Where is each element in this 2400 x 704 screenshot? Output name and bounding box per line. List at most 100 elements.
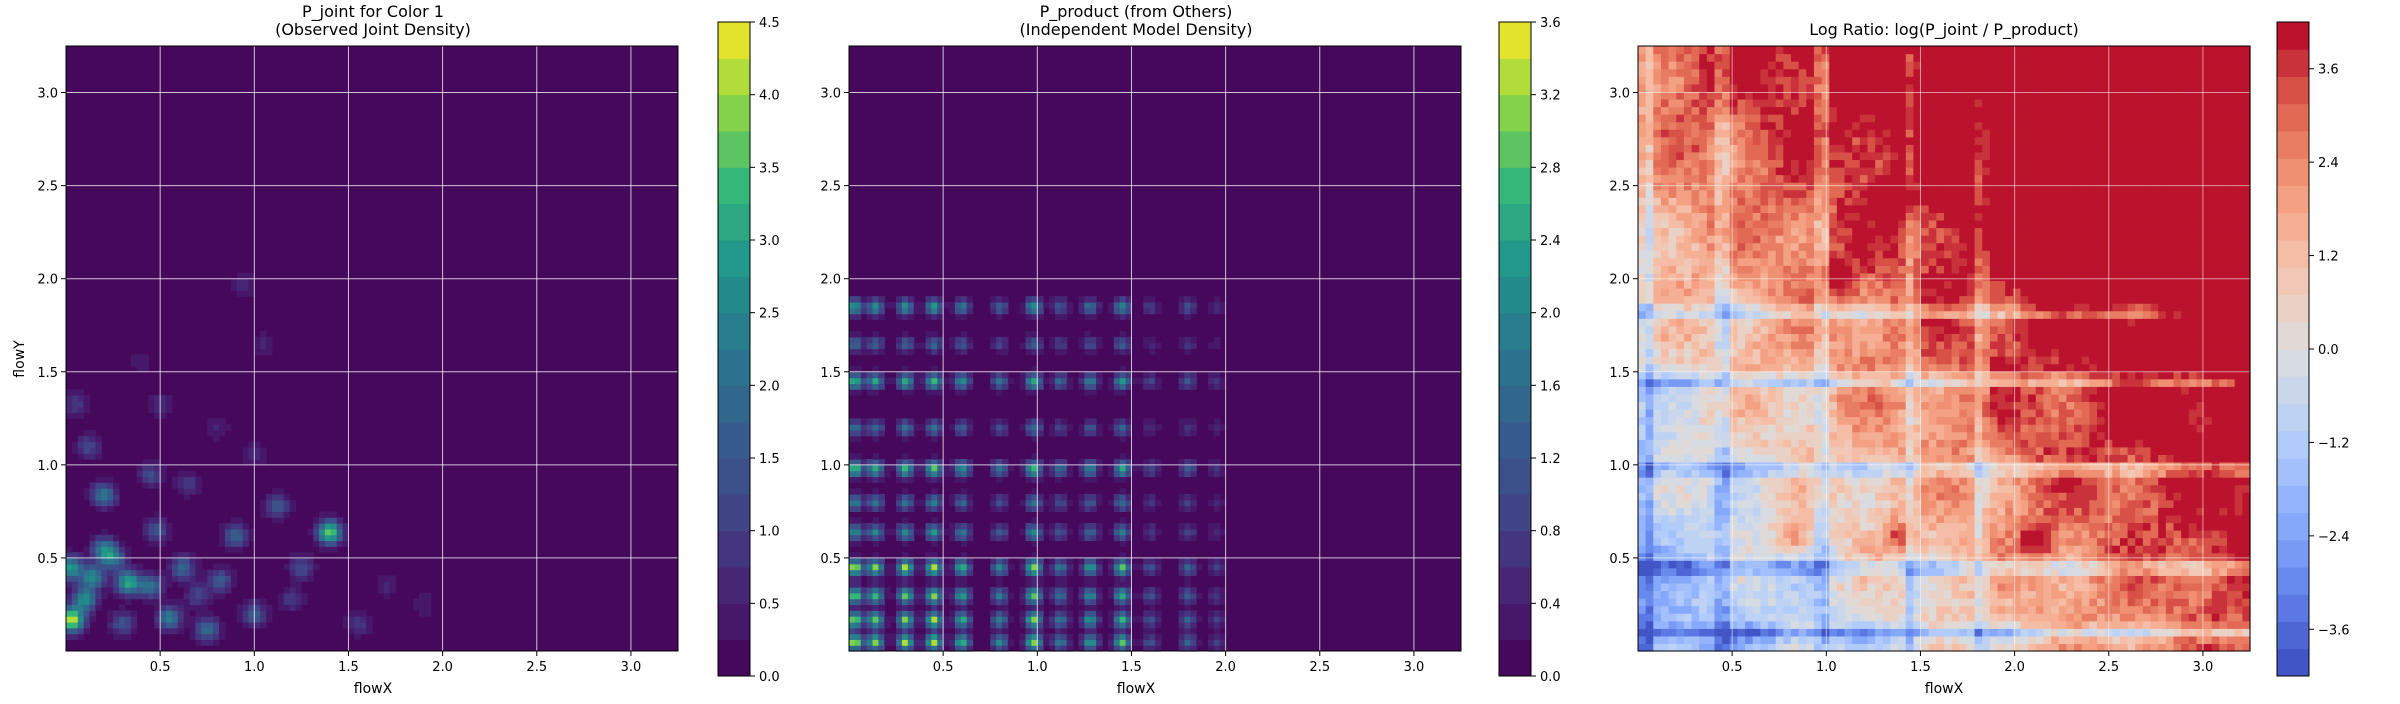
heatmap-cell (1845, 288, 1853, 296)
heatmap-cell (184, 476, 190, 482)
heatmap-cell (1806, 538, 1814, 546)
heatmap-cell (861, 500, 867, 506)
heatmap-cell (1737, 212, 1745, 220)
heatmap-cell (1845, 424, 1853, 432)
heatmap-cell (955, 383, 961, 389)
heatmap-cell (184, 622, 190, 628)
heatmap-cell (1837, 197, 1845, 205)
heatmap-cell (307, 558, 313, 564)
heatmap-cell (1822, 61, 1830, 69)
heatmap-cell (902, 296, 908, 302)
colorbar-segment (718, 204, 750, 241)
heatmap-cell (137, 570, 143, 576)
x-tick-label: 2.5 (1309, 660, 1330, 675)
heatmap-cell (1638, 386, 1646, 394)
heatmap-cell (107, 535, 113, 541)
heatmap-cell (1837, 621, 1845, 629)
heatmap-cell (113, 587, 119, 593)
heatmap-cell (1845, 280, 1853, 288)
heatmap-cell (1179, 558, 1185, 564)
heatmap-cell (1799, 515, 1807, 523)
heatmap-cell (1776, 447, 1784, 455)
heatmap-cell (1114, 296, 1120, 302)
heatmap-cell (867, 628, 873, 634)
heatmap-cell (943, 587, 949, 593)
heatmap-cell (1661, 76, 1669, 84)
heatmap-cell (1653, 591, 1661, 599)
heatmap-cell (1707, 107, 1715, 115)
heatmap-cell (1822, 515, 1830, 523)
heatmap-cell (1061, 575, 1067, 581)
heatmap-cell (348, 628, 354, 634)
heatmap-cell (1776, 107, 1784, 115)
heatmap-cell (1026, 494, 1032, 500)
heatmap-cell (190, 581, 196, 587)
heatmap-cell (908, 639, 914, 645)
heatmap-cell (90, 494, 96, 500)
heatmap-cell (1806, 591, 1814, 599)
heatmap-cell (101, 558, 107, 564)
heatmap-cell (1822, 250, 1830, 258)
heatmap-cell (243, 529, 249, 535)
heatmap-cell (990, 494, 996, 500)
heatmap-cell (873, 610, 879, 616)
heatmap-cell (1799, 190, 1807, 198)
heatmap-cell (1768, 54, 1776, 62)
heatmap-cell (1184, 639, 1190, 645)
heatmap-cell (949, 535, 955, 541)
heatmap-cell (878, 383, 884, 389)
heatmap-cell (1845, 61, 1853, 69)
heatmap-cell (266, 511, 272, 517)
heatmap-cell (961, 529, 967, 535)
heatmap-cell (1149, 639, 1155, 645)
heatmap-cell (207, 570, 213, 576)
heatmap-cell (1860, 507, 1868, 515)
heatmap-cell (1768, 417, 1776, 425)
heatmap-cell (1730, 197, 1738, 205)
heatmap-cell (95, 558, 101, 564)
heatmap-cell (1829, 575, 1837, 583)
heatmap-cell (319, 517, 325, 523)
heatmap-cell (996, 296, 1002, 302)
heatmap-cell (1760, 356, 1768, 364)
colorbar-segment (718, 640, 750, 677)
heatmap-cell (1768, 432, 1776, 440)
heatmap-cell (1661, 401, 1669, 409)
heatmap-cell (1829, 212, 1837, 220)
heatmap-cell (1852, 175, 1860, 183)
heatmap-cell (1692, 318, 1700, 326)
heatmap-cell (1783, 243, 1791, 251)
heatmap-cell (1684, 197, 1692, 205)
heatmap-cell (990, 343, 996, 349)
heatmap-cell (84, 599, 90, 605)
heatmap-cell (1852, 84, 1860, 92)
heatmap-cell (1096, 471, 1102, 477)
heatmap-cell (1737, 258, 1745, 266)
heatmap-cell (1799, 507, 1807, 515)
heatmap-cell (1638, 447, 1646, 455)
heatmap-cell (1814, 167, 1822, 175)
heatmap-cell (1745, 492, 1753, 500)
heatmap-cell (1137, 593, 1143, 599)
heatmap-cell (1684, 583, 1692, 591)
heatmap-cell (1707, 205, 1715, 213)
heatmap-cell (1753, 84, 1761, 92)
heatmap-cell (266, 610, 272, 616)
heatmap-cell (1002, 372, 1008, 378)
heatmap-cell (1799, 538, 1807, 546)
heatmap-cell (1661, 379, 1669, 387)
heatmap-cell (1096, 599, 1102, 605)
heatmap-cell (1061, 465, 1067, 471)
heatmap-cell (1079, 639, 1085, 645)
heatmap-cell (1676, 485, 1684, 493)
colorbar-segment (718, 531, 750, 568)
heatmap-cell (1768, 326, 1776, 334)
heatmap-cell (1806, 507, 1814, 515)
heatmap-cell (1026, 570, 1032, 576)
heatmap-cell (243, 599, 249, 605)
heatmap-cell (1730, 643, 1738, 651)
heatmap-cell (1845, 341, 1853, 349)
heatmap-cell (902, 389, 908, 395)
heatmap-cell (1753, 500, 1761, 508)
heatmap-cell (931, 349, 937, 355)
